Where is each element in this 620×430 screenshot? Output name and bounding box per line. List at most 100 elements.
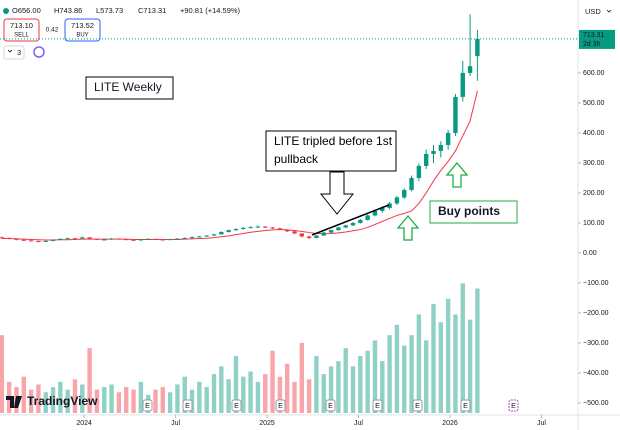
volume-bar xyxy=(263,374,268,413)
candle xyxy=(72,237,78,240)
volume-bar xyxy=(292,381,297,413)
volume-bar xyxy=(219,366,224,413)
candle-body xyxy=(124,239,129,241)
earnings-marker xyxy=(412,399,423,412)
volume-bar xyxy=(233,355,239,413)
sell-price: 713.10 xyxy=(10,21,33,30)
candle xyxy=(28,240,34,242)
volume-bar xyxy=(21,376,26,413)
candle xyxy=(321,231,326,236)
earnings-marker xyxy=(142,399,153,412)
volume-bar xyxy=(28,389,34,413)
candle-body xyxy=(343,225,348,228)
x-tick-label: Jul xyxy=(354,420,363,427)
annotation-box xyxy=(265,130,397,172)
volume-bar xyxy=(270,350,275,413)
candle-body xyxy=(380,207,385,211)
volume-bar xyxy=(467,319,473,413)
candle xyxy=(131,239,136,241)
volume-bar xyxy=(175,384,180,413)
candle-body xyxy=(94,238,100,240)
candle-body xyxy=(438,144,444,151)
sell-button[interactable] xyxy=(3,18,40,42)
candle-body xyxy=(402,189,407,198)
y-tick-label: 400.00 xyxy=(583,130,605,137)
earnings-marker xyxy=(275,399,286,412)
candle xyxy=(328,229,334,234)
candle-body xyxy=(233,228,239,231)
earnings-label: E xyxy=(375,403,380,410)
indicator-toggle[interactable] xyxy=(3,45,25,60)
earnings-marker xyxy=(231,399,242,412)
candle xyxy=(0,236,5,239)
candle-body xyxy=(416,165,422,178)
sell-label: SELL xyxy=(14,33,29,39)
candle-body xyxy=(58,238,63,240)
candle xyxy=(248,226,253,229)
candle xyxy=(416,163,422,181)
y-tick-label: −400.00 xyxy=(583,370,609,377)
candle xyxy=(358,219,363,224)
title-box xyxy=(85,76,174,100)
indicator-icon[interactable] xyxy=(33,46,45,58)
candle-body xyxy=(14,238,19,240)
candle xyxy=(36,240,41,243)
currency[interactable]: USD xyxy=(585,7,601,16)
x-tick-label: 2026 xyxy=(442,420,458,427)
candle-body xyxy=(167,239,173,241)
candle xyxy=(365,214,370,221)
candle-body xyxy=(372,210,378,216)
candle-body xyxy=(219,231,224,235)
candle xyxy=(284,229,290,232)
candle-body xyxy=(87,237,92,239)
candle-body xyxy=(102,239,107,241)
trend-line xyxy=(311,204,390,236)
ohlc-close: C713.31 xyxy=(138,6,166,15)
ohlc-change: +90.81 (+14.59%) xyxy=(180,6,241,15)
volume-bar xyxy=(387,335,392,413)
candle-body xyxy=(80,237,85,239)
buy-button[interactable] xyxy=(64,18,101,42)
volume-bar xyxy=(109,384,114,413)
candle xyxy=(124,238,129,241)
buy-label: BUY xyxy=(76,33,88,39)
y-tick-label: −100.00 xyxy=(583,280,609,287)
volume-bar xyxy=(50,387,56,413)
candle xyxy=(226,229,231,233)
chart-title: LITE Weekly xyxy=(94,80,162,94)
candle xyxy=(6,237,12,240)
candle-body xyxy=(182,237,187,239)
candle-body xyxy=(109,238,114,240)
candle xyxy=(175,238,180,240)
volume-bar xyxy=(438,322,444,413)
candle-body xyxy=(175,238,180,240)
volume-bar xyxy=(277,376,283,413)
candle-body xyxy=(321,232,326,236)
candle xyxy=(138,239,144,241)
candle xyxy=(423,149,429,169)
last-price: 713.31 xyxy=(583,32,605,39)
candle-body xyxy=(145,238,151,240)
y-tick-label: 0.00 xyxy=(583,250,597,257)
candle-body xyxy=(197,236,202,238)
candle xyxy=(475,29,480,81)
candle xyxy=(336,226,341,231)
volume-bar xyxy=(124,387,129,413)
candle-body xyxy=(21,239,26,241)
candle-body xyxy=(460,72,465,97)
candle-body xyxy=(255,226,261,228)
candle xyxy=(167,238,173,241)
candle xyxy=(270,226,275,229)
candle-body xyxy=(263,226,268,228)
candle xyxy=(394,195,400,205)
volume-bar xyxy=(284,363,290,413)
candle-body xyxy=(336,227,341,231)
candle xyxy=(80,236,85,239)
candle-body xyxy=(431,150,436,154)
candle xyxy=(219,231,224,235)
volume-bar xyxy=(36,384,41,413)
x-tick-label: 2025 xyxy=(259,420,275,427)
candle xyxy=(43,240,48,242)
candle xyxy=(87,237,92,240)
